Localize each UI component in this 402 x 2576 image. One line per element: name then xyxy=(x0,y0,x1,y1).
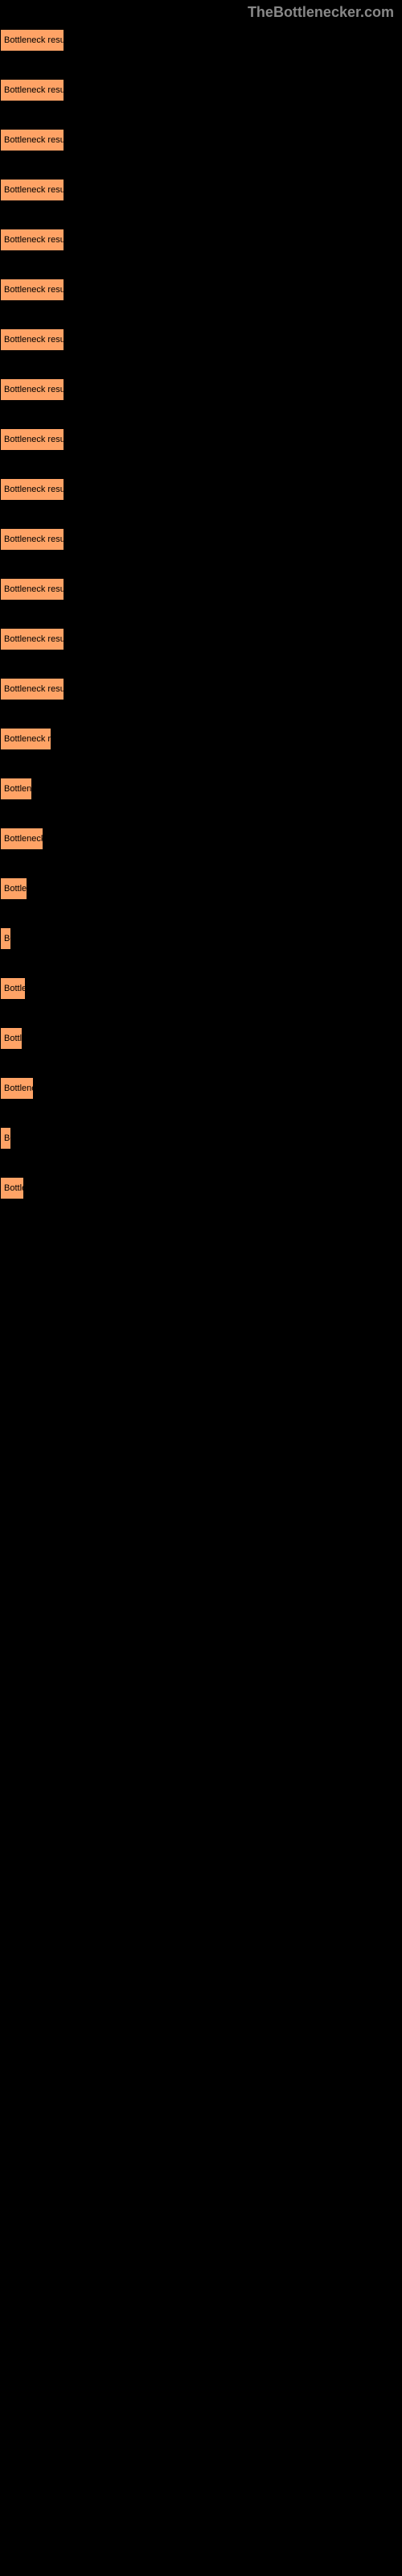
bar: Bottleneck result xyxy=(0,129,64,151)
bar: Bottle xyxy=(0,1027,23,1050)
bar-row: Bo xyxy=(0,1127,402,1150)
bar-row: Bo xyxy=(0,927,402,950)
bar-row: Bottleneck result xyxy=(0,628,402,650)
bar: Bo xyxy=(0,927,11,950)
bar: Bo xyxy=(0,1127,11,1150)
bar: Bottleneck result xyxy=(0,378,64,401)
bar: Bottlene xyxy=(0,778,32,800)
bar: Bottleneck result xyxy=(0,628,64,650)
bar-row: Bottleneck result xyxy=(0,79,402,101)
bar: Bottlen xyxy=(0,977,26,1000)
bar: Bottleneck result xyxy=(0,528,64,551)
bar: Bottleneck result xyxy=(0,478,64,501)
bar: Bottleneck r xyxy=(0,828,43,850)
bar-row: Bottleneck result xyxy=(0,478,402,501)
bar: Bottleneck result xyxy=(0,428,64,451)
watermark-text: TheBottlenecker.com xyxy=(0,0,402,29)
bar-row: Bottlen xyxy=(0,877,402,900)
bar-row: Bottleneck result xyxy=(0,229,402,251)
bar-row: Bottleneck result xyxy=(0,179,402,201)
bar: Bottlenec xyxy=(0,1077,34,1100)
bar: Bottleneck result xyxy=(0,79,64,101)
bar: Bottleneck result xyxy=(0,578,64,601)
bar-row: Bottle xyxy=(0,1027,402,1050)
bar-row: Bottleneck result xyxy=(0,528,402,551)
bar: Bottleneck result xyxy=(0,29,64,52)
bar-row: Bottlen xyxy=(0,977,402,1000)
bar: Bottleneck result xyxy=(0,279,64,301)
bar: Bottleneck re xyxy=(0,728,51,750)
bar: Bottleneck result xyxy=(0,229,64,251)
bar: Bottleneck result xyxy=(0,328,64,351)
bar-row: Bottleneck re xyxy=(0,728,402,750)
bar-row: Bottleneck result xyxy=(0,378,402,401)
bar-row: Bottleneck result xyxy=(0,29,402,52)
bar-row: Bottleneck result xyxy=(0,328,402,351)
bar-row: Bottleneck result xyxy=(0,279,402,301)
bar-row: Bottleneck result xyxy=(0,578,402,601)
bar-row: Bottlene xyxy=(0,778,402,800)
bar-chart: Bottleneck result Bottleneck result Bottle… xyxy=(0,29,402,1199)
bar: Bottleneck result xyxy=(0,678,64,700)
bar-row: Bottleneck result xyxy=(0,428,402,451)
bar: Bottlen xyxy=(0,877,27,900)
bar-row: Bottle xyxy=(0,1177,402,1199)
bar: Bottle xyxy=(0,1177,24,1199)
bar-row: Bottlenec xyxy=(0,1077,402,1100)
bar-row: Bottleneck result xyxy=(0,678,402,700)
bar-row: Bottleneck r xyxy=(0,828,402,850)
bar-row: Bottleneck result xyxy=(0,129,402,151)
bar: Bottleneck result xyxy=(0,179,64,201)
